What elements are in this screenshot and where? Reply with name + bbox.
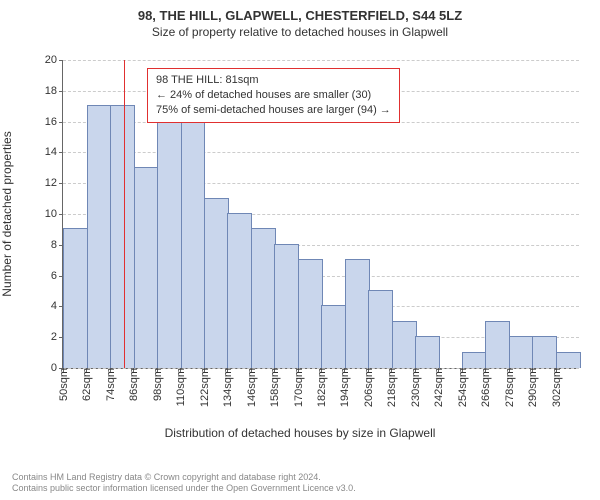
x-tick-label: 170sqm: [291, 368, 305, 407]
histogram-bar: [556, 352, 581, 368]
x-tick-label: 110sqm: [173, 368, 187, 406]
reference-line: [124, 60, 125, 368]
y-tick-label: 8: [51, 239, 63, 251]
histogram-bar: [227, 213, 252, 368]
histogram-bar: [87, 105, 112, 368]
histogram-bar: [204, 198, 229, 368]
footer-line-3: Contains public sector information licen…: [12, 483, 356, 494]
y-tick-label: 16: [45, 116, 63, 128]
histogram-bar: [157, 121, 182, 368]
x-tick-label: 146sqm: [244, 368, 258, 407]
x-tick-label: 158sqm: [267, 368, 281, 407]
x-tick-label: 254sqm: [455, 368, 469, 407]
grid-line: [63, 152, 579, 153]
grid-line: [63, 60, 579, 61]
y-tick-label: 18: [45, 85, 63, 97]
footer-attribution: Contains HM Land Registry data © Crown c…: [12, 472, 356, 495]
x-tick-label: 302sqm: [549, 368, 563, 407]
y-tick-label: 4: [51, 300, 63, 312]
x-tick-label: 230sqm: [408, 368, 422, 407]
y-axis-label: Number of detached properties: [0, 131, 14, 296]
x-tick-label: 134sqm: [220, 368, 234, 407]
y-tick-label: 2: [51, 331, 63, 343]
histogram-bar: [415, 336, 440, 368]
x-axis-label: Distribution of detached houses by size …: [165, 426, 436, 440]
x-tick-label: 206sqm: [361, 368, 375, 407]
annotation-line-3: 75% of semi-detached houses are larger (…: [156, 103, 391, 118]
histogram-bar: [63, 228, 88, 368]
y-tick-label: 6: [51, 270, 63, 282]
x-tick-label: 266sqm: [478, 368, 492, 407]
reference-annotation-box: 98 THE HILL: 81sqm ← 24% of detached hou…: [147, 68, 400, 123]
histogram-bar: [345, 259, 370, 368]
y-tick-label: 20: [45, 54, 63, 66]
histogram-bar: [485, 321, 510, 368]
histogram-bar: [509, 336, 534, 368]
histogram-bar: [368, 290, 393, 368]
chart-title: 98, THE HILL, GLAPWELL, CHESTERFIELD, S4…: [0, 0, 600, 23]
x-tick-label: 50sqm: [56, 368, 70, 401]
histogram-bar: [181, 121, 206, 368]
histogram-bar: [321, 305, 346, 368]
x-tick-label: 218sqm: [384, 368, 398, 407]
footer-line-1: Contains HM Land Registry data © Crown c…: [12, 472, 356, 483]
x-tick-label: 182sqm: [314, 368, 328, 407]
annotation-line-2: ← 24% of detached houses are smaller (30…: [156, 88, 391, 103]
x-tick-label: 194sqm: [337, 368, 351, 407]
chart-subtitle: Size of property relative to detached ho…: [0, 23, 600, 39]
histogram-bar: [532, 336, 557, 368]
histogram-bar: [134, 167, 159, 368]
x-tick-label: 290sqm: [525, 368, 539, 407]
histogram-bar: [392, 321, 417, 368]
histogram-bar: [274, 244, 299, 368]
x-tick-label: 278sqm: [502, 368, 516, 407]
annotation-line-1: 98 THE HILL: 81sqm: [156, 73, 391, 88]
plot-area: 0246810121416182050sqm62sqm74sqm86sqm98s…: [62, 60, 579, 369]
y-tick-label: 14: [45, 146, 63, 158]
x-tick-label: 242sqm: [431, 368, 445, 407]
y-tick-label: 12: [45, 177, 63, 189]
histogram-bar: [251, 228, 276, 368]
x-tick-label: 98sqm: [150, 368, 164, 401]
chart-container: 98, THE HILL, GLAPWELL, CHESTERFIELD, S4…: [0, 0, 600, 500]
x-tick-label: 74sqm: [103, 368, 117, 401]
histogram-bar: [298, 259, 323, 368]
x-tick-label: 86sqm: [126, 368, 140, 401]
y-tick-label: 10: [45, 208, 63, 220]
x-tick-label: 62sqm: [79, 368, 93, 401]
x-tick-label: 122sqm: [197, 368, 211, 407]
histogram-bar: [462, 352, 487, 368]
